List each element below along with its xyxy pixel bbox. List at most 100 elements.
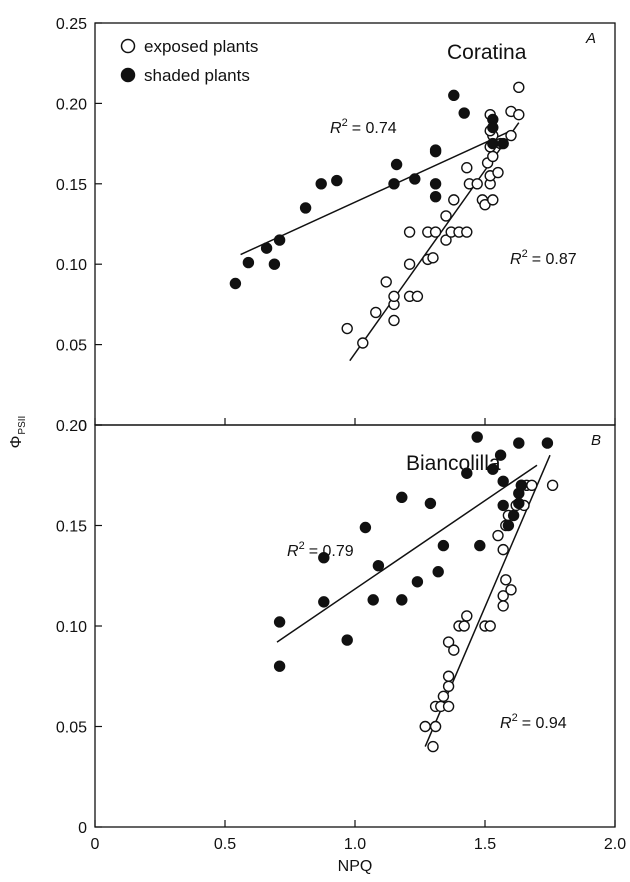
panel-b-y-tick-labels: 0 0.05 0.10 0.15 0.20 bbox=[56, 418, 87, 837]
shaded-plant-point bbox=[315, 178, 327, 190]
x-tick-labels: 0 0.5 1.0 1.5 2.0 bbox=[91, 836, 627, 853]
shaded-plant-point bbox=[437, 539, 450, 552]
exposed-plant-point bbox=[461, 226, 473, 238]
exposed-plant-point bbox=[388, 290, 400, 303]
exposed-plant-point bbox=[440, 234, 452, 246]
shaded-plant-point bbox=[390, 158, 403, 171]
exposed-plant-point bbox=[484, 620, 496, 632]
exposed-plant-point bbox=[403, 258, 416, 270]
x-tick-label: 0 bbox=[91, 836, 100, 853]
x-tick-label: 1.0 bbox=[344, 836, 366, 853]
exposed-plant-point bbox=[442, 636, 455, 648]
y-tick-label: 0.20 bbox=[56, 96, 87, 113]
exposed-plant-point bbox=[492, 166, 504, 179]
shaded-plant-point bbox=[372, 560, 385, 572]
shaded-plant-point bbox=[432, 566, 444, 578]
shaded-plant-point bbox=[273, 660, 286, 672]
shaded-plant-point bbox=[424, 497, 437, 510]
exposed-plant-point bbox=[500, 574, 512, 586]
exposed-plant-point bbox=[487, 150, 499, 163]
y-tick-label: 0.20 bbox=[56, 418, 87, 435]
y-tick-label: 0 bbox=[78, 418, 87, 435]
exposed-plant-point bbox=[471, 178, 483, 190]
y-tick-label: 0.05 bbox=[56, 720, 87, 737]
exposed-plant-point bbox=[442, 700, 455, 713]
shaded-plant-point bbox=[515, 479, 528, 491]
shaded-plant-point bbox=[507, 509, 520, 522]
shaded-plant-point bbox=[513, 497, 525, 510]
shaded-plant-point bbox=[502, 519, 515, 532]
exposed-plant-point bbox=[419, 720, 431, 733]
shaded-plant-point bbox=[497, 499, 509, 512]
exposed-plant-point bbox=[492, 529, 504, 542]
x-axis-title: NPQ bbox=[338, 858, 373, 875]
shaded-plant-point bbox=[396, 594, 408, 606]
shaded-plant-point bbox=[396, 491, 408, 504]
y-tick-label: 0 bbox=[78, 820, 87, 837]
panel-a-title: Coratina bbox=[447, 41, 527, 64]
exposed-plant-point bbox=[458, 620, 470, 632]
panel-b-ticks bbox=[94, 424, 616, 828]
exposed-plant-point bbox=[448, 644, 460, 656]
shaded-plant-point bbox=[541, 437, 554, 449]
legend: exposed plants shaded plants bbox=[120, 37, 258, 85]
shaded-plant-point bbox=[429, 178, 442, 190]
shaded-plant-point bbox=[497, 475, 509, 487]
exposed-plant-point bbox=[546, 479, 559, 491]
shaded-plant-point bbox=[461, 467, 473, 479]
shaded-plant-point bbox=[359, 521, 372, 534]
exposed-plant-point bbox=[429, 720, 442, 733]
shaded-plant-point bbox=[388, 178, 400, 190]
y-tick-label: 0.10 bbox=[56, 257, 87, 274]
shaded-plant-point bbox=[268, 258, 281, 270]
exposed-plant-point bbox=[505, 584, 517, 596]
x-tick-label: 1.5 bbox=[474, 836, 496, 853]
exposed-plant-point bbox=[341, 322, 353, 335]
legend-label-exposed: exposed plants bbox=[144, 37, 258, 56]
shaded-plant-point bbox=[474, 539, 486, 552]
shaded-plant-point bbox=[458, 107, 470, 119]
panel-b-points bbox=[273, 431, 559, 753]
shaded-plant-point bbox=[411, 576, 424, 588]
exposed-plant-point bbox=[497, 543, 509, 556]
legend-filled-circle-marker bbox=[120, 67, 136, 83]
fit-line-shaded bbox=[240, 130, 512, 256]
exposed-plant-point bbox=[448, 194, 460, 206]
shaded-plant-point bbox=[494, 449, 507, 461]
y-tick-label: 0.15 bbox=[56, 177, 87, 194]
shaded-plant-point bbox=[367, 594, 379, 606]
exposed-plant-point bbox=[505, 129, 517, 142]
exposed-plant-point bbox=[513, 108, 525, 121]
shaded-plant-point bbox=[242, 256, 255, 269]
shaded-plant-point bbox=[331, 174, 343, 187]
shaded-plant-point bbox=[513, 437, 525, 449]
panel-a-r2-shaded: R2 = 0.74 bbox=[330, 117, 397, 137]
exposed-plant-point bbox=[461, 162, 473, 174]
exposed-plant-point bbox=[442, 670, 455, 682]
panel-b-r2-exposed: R2 = 0.94 bbox=[500, 712, 567, 732]
shaded-plant-point bbox=[318, 551, 330, 564]
shaded-plant-point bbox=[273, 234, 286, 246]
fit-line-shaded bbox=[276, 464, 538, 643]
exposed-plant-point bbox=[442, 680, 455, 692]
shaded-plant-point bbox=[448, 89, 460, 102]
shaded-plant-point bbox=[341, 634, 353, 646]
y-tick-label: 0.15 bbox=[56, 519, 87, 536]
exposed-plant-point bbox=[427, 252, 439, 264]
panel-b-title: Biancolilla bbox=[406, 452, 501, 475]
shaded-plant-point bbox=[429, 190, 442, 203]
panel-biancolilla: 0 0.05 0.10 0.15 0.20 0 0.5 1.0 1.5 2.0 B Bianco… bbox=[56, 418, 626, 853]
shaded-plant-point bbox=[487, 121, 499, 134]
panel-a-y-tick-labels: 0 0.05 0.10 0.15 0.20 0.25 bbox=[56, 16, 87, 435]
exposed-plant-point bbox=[370, 306, 382, 319]
x-tick-label: 0.5 bbox=[214, 836, 236, 853]
panel-b-letter: B bbox=[591, 432, 601, 449]
shaded-plant-point bbox=[471, 431, 483, 443]
shaded-plant-point bbox=[409, 173, 421, 185]
exposed-plant-point bbox=[411, 290, 424, 303]
exposed-plant-point bbox=[440, 210, 452, 222]
exposed-plant-point bbox=[437, 690, 450, 703]
shaded-plant-point bbox=[497, 137, 509, 150]
